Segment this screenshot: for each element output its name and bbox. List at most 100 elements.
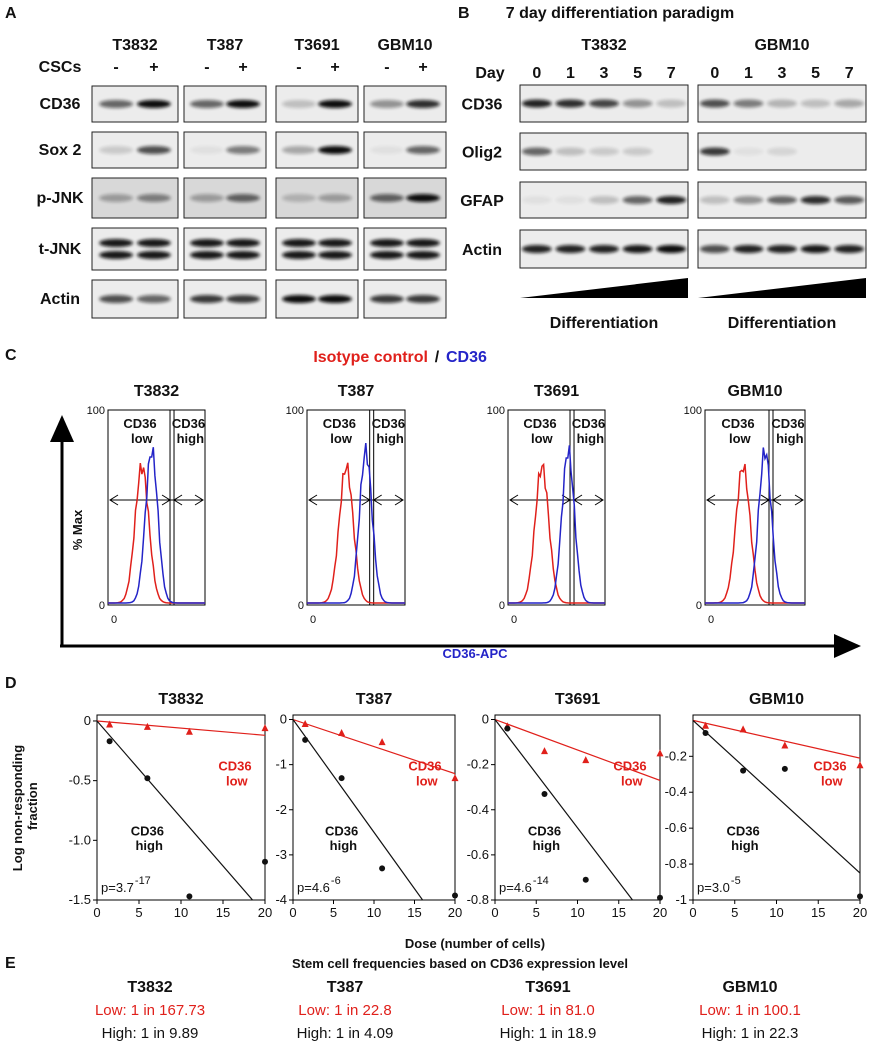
p-value: p=3.7 xyxy=(101,880,134,895)
p-value: p=4.6 xyxy=(499,880,532,895)
point xyxy=(656,749,664,757)
x-tick-label: 0 xyxy=(289,905,296,920)
y-axis-label: % Max xyxy=(70,509,85,550)
plot-frame xyxy=(292,714,456,901)
gate-label: CD36 low xyxy=(523,416,556,446)
series-label: CD36 high xyxy=(131,823,164,853)
histogram-curve xyxy=(307,462,405,604)
y-tick-label: -2 xyxy=(275,802,287,817)
condition-label: - xyxy=(384,59,389,76)
protein-label: CD36 xyxy=(462,97,503,114)
cell-line-label: GBM10 xyxy=(377,37,432,54)
y-tick-label: -1.0 xyxy=(69,832,91,847)
y-tick-label: 0 xyxy=(84,713,91,728)
blot-band xyxy=(555,245,586,253)
histogram-curve xyxy=(705,463,805,604)
day-label: 1 xyxy=(566,65,575,82)
point xyxy=(541,747,548,755)
chart-title: T387 xyxy=(356,691,393,708)
y-axis-label: Log non-responding fraction xyxy=(10,745,40,871)
cell-line-label: T3832 xyxy=(112,37,157,54)
blot-band xyxy=(99,100,134,108)
y-tick-label: -0.2 xyxy=(665,748,687,763)
plot-frame xyxy=(507,409,606,606)
y-tick-label: -0.5 xyxy=(69,773,91,788)
blot-band xyxy=(521,245,552,253)
x-tick-label: 15 xyxy=(216,905,230,920)
blot-band xyxy=(834,196,865,204)
gradient-wedge xyxy=(520,278,688,298)
cell-line-label: T3832 xyxy=(127,979,172,996)
low-frequency: Low: 1 in 100.1 xyxy=(699,1002,801,1019)
x-tick-label: 20 xyxy=(853,905,867,920)
point xyxy=(582,876,589,883)
condition-label: - xyxy=(296,59,301,76)
blot-band xyxy=(281,194,316,202)
gradient-label: Differentiation xyxy=(550,315,658,332)
point xyxy=(582,756,590,764)
x-tick-label: 10 xyxy=(174,905,188,920)
x-tick-label: 5 xyxy=(330,905,337,920)
cell-line-label: GBM10 xyxy=(754,37,809,54)
x-tick-label: 15 xyxy=(612,905,626,920)
panel-title: Stem cell frequencies based on CD36 expr… xyxy=(292,956,628,971)
point xyxy=(504,725,511,732)
series-label: CD36 high xyxy=(726,823,759,853)
plot-title: T3691 xyxy=(534,383,579,400)
fit-line xyxy=(97,720,254,900)
blot-band xyxy=(699,245,730,253)
blot-band xyxy=(136,194,171,202)
panel-title: 7 day differentiation paradigm xyxy=(506,5,734,22)
point xyxy=(856,761,864,769)
blot-band xyxy=(226,100,261,108)
low-frequency: Low: 1 in 81.0 xyxy=(501,1002,594,1019)
chart-title: T3691 xyxy=(555,691,600,708)
protein-label: Actin xyxy=(40,291,80,308)
blot-band xyxy=(800,245,831,253)
gate-label: CD36 low xyxy=(323,416,356,446)
blot-band xyxy=(800,196,831,204)
protein-label: CD36 xyxy=(40,96,81,113)
panel-label: C xyxy=(5,347,17,364)
x-tick-label: 20 xyxy=(258,905,272,920)
blot-band xyxy=(189,251,224,259)
gate-label: CD36 high xyxy=(372,416,405,446)
fit-line xyxy=(293,718,455,775)
histogram-curve xyxy=(705,447,805,604)
blot-band xyxy=(189,194,224,202)
y-tick-label: -4 xyxy=(275,892,287,907)
y-tick-label: -1 xyxy=(275,757,287,772)
gate-label: CD36 high xyxy=(771,416,804,446)
blot-band xyxy=(733,99,764,108)
p-exponent: -5 xyxy=(731,875,741,887)
gate-arrow xyxy=(109,494,204,506)
blot-band xyxy=(767,245,797,253)
y-tick-label: -0.8 xyxy=(665,856,687,871)
blot-band xyxy=(767,196,797,204)
blot-band xyxy=(226,146,261,154)
fit-line xyxy=(495,719,634,900)
y-tick-label: 0 xyxy=(482,712,489,727)
condition-title: CSCs xyxy=(39,59,82,76)
histogram-curve xyxy=(108,447,205,604)
point xyxy=(452,892,458,899)
point xyxy=(185,727,193,735)
blot-box xyxy=(275,227,359,271)
blot-band xyxy=(369,146,404,154)
x-tick-label: 15 xyxy=(407,905,421,920)
p-exponent: -6 xyxy=(331,875,341,887)
y-tick-label: -0.4 xyxy=(665,784,687,799)
y-tick-label: 100 xyxy=(286,405,304,417)
protein-label: Actin xyxy=(462,242,502,259)
blot-band xyxy=(767,99,797,108)
point xyxy=(261,724,269,732)
blot-band xyxy=(521,99,552,108)
histogram-curve xyxy=(508,445,605,604)
blot-band xyxy=(699,196,730,204)
blot-band xyxy=(733,196,764,204)
series-label: CD36 low xyxy=(408,759,441,789)
blot-band xyxy=(622,147,653,156)
y-tick-label: -1.5 xyxy=(69,892,91,907)
blot-band xyxy=(589,147,619,156)
blot-band xyxy=(622,99,653,108)
